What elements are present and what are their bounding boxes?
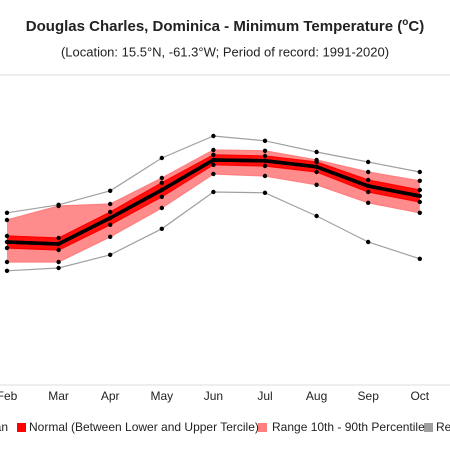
legend-label: Normal (Between Lower and Upper Tercile) (29, 420, 259, 434)
point (108, 209, 113, 215)
chart-title: Douglas Charles, Dominica - Minimum Temp… (26, 17, 424, 35)
x-tick-label: Jun (204, 389, 223, 403)
point (417, 256, 422, 261)
legend-label: Range 10th - 90th Percentile (272, 420, 425, 434)
point (366, 177, 371, 183)
point (4, 233, 10, 239)
point (108, 222, 113, 227)
point (314, 213, 319, 219)
point (211, 162, 216, 167)
x-tick-label: Jul (257, 389, 272, 403)
x-tick-label: Apr (101, 389, 120, 403)
point (262, 138, 268, 143)
point (108, 215, 113, 221)
x-tick-label: May (150, 389, 173, 403)
point (314, 164, 319, 169)
title-part: C) (408, 18, 424, 35)
point (314, 149, 319, 155)
x-tick-label: Oct (410, 389, 429, 403)
point (417, 199, 422, 205)
point (4, 259, 10, 265)
band-fill (7, 154, 420, 250)
point (56, 235, 61, 241)
point (366, 183, 371, 189)
point (314, 182, 319, 187)
point (108, 188, 113, 193)
point (417, 187, 422, 193)
point (4, 245, 10, 251)
point (56, 259, 61, 265)
legend: Mean Record Range 10th - 90th Percentile No… (0, 420, 450, 434)
legend-swatch (258, 423, 267, 432)
point (366, 200, 371, 205)
point (4, 210, 10, 215)
point (56, 247, 61, 253)
point (262, 163, 268, 169)
point (366, 169, 371, 175)
point (4, 268, 10, 273)
point (211, 147, 216, 153)
point (262, 158, 268, 163)
point (211, 152, 216, 157)
point (4, 217, 10, 223)
point (159, 187, 164, 193)
legend-swatch (424, 423, 433, 432)
point (159, 155, 164, 161)
point (56, 203, 61, 209)
point (262, 173, 268, 179)
plot-area (4, 133, 422, 273)
x-tick-label: Aug (306, 389, 327, 403)
title-sup: o (402, 17, 408, 28)
point (366, 189, 371, 195)
point (417, 193, 422, 199)
x-tick-label: Feb (0, 389, 18, 403)
point (314, 159, 319, 165)
point (108, 234, 113, 239)
chart-subtitle: (Location: 15.5°N, -61.3°W; Period of re… (61, 44, 389, 59)
legend-swatch (17, 423, 26, 432)
point (211, 189, 216, 195)
band-fill (7, 150, 420, 262)
point (108, 252, 113, 257)
point (366, 239, 371, 245)
point (56, 241, 61, 247)
point (159, 226, 164, 231)
point (159, 175, 164, 181)
point (159, 194, 164, 199)
point (417, 178, 422, 183)
point (211, 171, 216, 177)
point (417, 169, 422, 175)
point (262, 190, 268, 195)
point (211, 157, 216, 163)
point (314, 169, 319, 175)
point (211, 133, 216, 139)
point (159, 180, 164, 185)
point (366, 159, 371, 165)
x-tick-label: Sep (358, 389, 380, 403)
legend-label: Record (436, 420, 450, 434)
point (262, 148, 268, 153)
point (56, 265, 61, 271)
legend-label: Mean (0, 420, 8, 434)
point (159, 205, 164, 211)
point (108, 201, 113, 207)
point (262, 153, 268, 159)
x-tick-label: Mar (48, 389, 69, 403)
title-part: Douglas Charles, Dominica - Minimum Temp… (26, 18, 402, 35)
point (417, 210, 422, 215)
point (4, 239, 10, 245)
